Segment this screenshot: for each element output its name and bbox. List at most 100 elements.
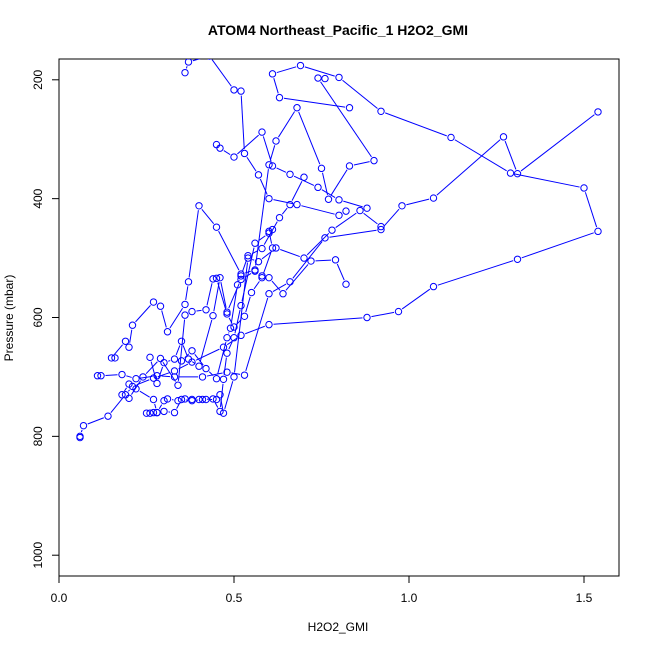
series-8-segment <box>251 250 259 255</box>
series-10-segment <box>276 167 287 173</box>
series-2-segment <box>504 140 517 170</box>
series-5-segment <box>220 281 227 308</box>
series-3-point <box>181 395 189 403</box>
series-1-segment <box>245 325 265 335</box>
series-6-segment <box>131 380 141 395</box>
series-6-segment <box>145 361 158 375</box>
series-2-point <box>153 372 161 380</box>
series-7-segment <box>241 247 255 302</box>
series-4-segment <box>201 208 215 225</box>
series-2-point <box>594 108 602 116</box>
series-8-segment <box>208 371 214 376</box>
series-1-segment <box>454 139 507 172</box>
series-8-point <box>275 213 284 222</box>
series-4-point <box>156 302 165 310</box>
series-4-point <box>121 337 130 345</box>
series-1-segment <box>195 348 220 361</box>
series-1-segment <box>110 397 124 413</box>
series-1-segment <box>283 97 346 108</box>
series-7-point <box>216 407 224 416</box>
series-7-segment <box>124 387 127 392</box>
series-10-segment <box>262 136 272 162</box>
series-10-point <box>286 170 294 178</box>
series-2-segment <box>436 139 501 196</box>
series-5-point <box>146 353 154 362</box>
series-8-point <box>177 357 186 365</box>
series-9-point <box>237 87 245 95</box>
series-4-point <box>128 321 137 329</box>
x-tick-label: 1.0 <box>401 591 418 605</box>
series-4-point <box>125 343 133 351</box>
series-5-point <box>279 290 287 298</box>
series-4-segment <box>269 145 276 161</box>
series-6-point <box>174 381 182 389</box>
series-5-segment <box>213 282 220 312</box>
series-5-point <box>237 275 245 284</box>
series-9-segment <box>246 156 257 172</box>
series-8-segment <box>291 181 303 201</box>
series-2-segment <box>126 375 132 378</box>
y-tick-label: 400 <box>31 188 45 208</box>
series-4-segment <box>320 81 372 158</box>
series-7-point <box>251 239 259 247</box>
series-8-segment <box>242 259 247 272</box>
series-3-point <box>142 409 151 417</box>
series-5-segment <box>157 366 164 380</box>
series-3-point <box>328 226 336 234</box>
series-7-point <box>223 349 231 357</box>
series-3-segment <box>224 381 234 409</box>
series-6-segment <box>245 296 251 313</box>
series-6-point <box>212 274 221 282</box>
x-tick-label: 0.5 <box>226 591 243 605</box>
series-8-point <box>244 251 252 260</box>
series-5-segment <box>199 319 213 363</box>
series-1-segment <box>226 337 238 346</box>
series-10-point <box>258 128 266 136</box>
series-1-point <box>377 107 385 115</box>
series-1-point <box>594 227 602 236</box>
series-8-point <box>202 364 210 373</box>
series-3-segment <box>306 232 330 256</box>
series-4-point <box>321 74 329 83</box>
series-10-point <box>212 140 221 149</box>
series-5-point <box>184 355 193 363</box>
series-5-point <box>251 267 259 275</box>
series-1-segment <box>584 192 598 228</box>
series-9-point <box>265 194 273 203</box>
series-8-point <box>223 334 231 342</box>
series-7-point <box>237 301 245 310</box>
series-2-segment <box>161 375 171 378</box>
series-7-point <box>170 408 179 417</box>
series-2-segment <box>272 283 287 292</box>
series-1-segment <box>80 429 83 433</box>
series-6-segment <box>162 361 176 382</box>
series-1-segment <box>371 311 395 318</box>
series-4-segment <box>161 310 167 328</box>
series-10-segment <box>321 189 336 198</box>
series-2-point <box>377 225 385 234</box>
series-9-point <box>335 211 343 219</box>
series-3-point <box>160 396 168 405</box>
series-6-segment <box>217 282 227 310</box>
series-5-point <box>342 280 350 288</box>
series-10-segment <box>237 134 259 155</box>
series-6-point <box>181 311 189 319</box>
series-5-point <box>209 312 217 320</box>
series-7-point <box>268 225 277 234</box>
series-3-point <box>149 408 158 417</box>
series-1-point <box>296 61 305 70</box>
series-1-point <box>345 104 354 112</box>
series-4-segment <box>322 172 328 195</box>
series-7-segment <box>176 403 180 409</box>
plot-frame <box>58 58 620 577</box>
series-4-segment <box>188 210 199 278</box>
series-8-segment <box>184 353 190 359</box>
series-9-point <box>293 200 301 209</box>
series-7-segment <box>139 390 150 398</box>
series-6-point <box>209 275 217 283</box>
series-1-point <box>335 73 343 82</box>
series-3-point <box>202 395 210 404</box>
series-8-point <box>212 375 221 383</box>
series-1-segment <box>87 417 104 425</box>
